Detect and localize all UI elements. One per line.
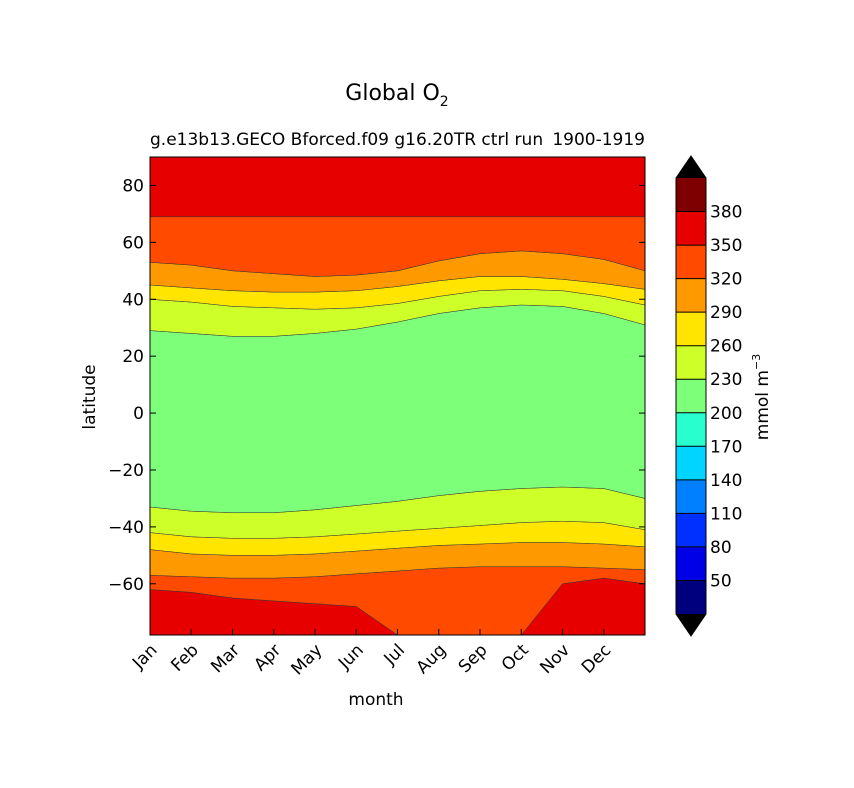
y-tick-label: 40 <box>122 290 144 310</box>
colorbar-segment <box>676 412 706 447</box>
colorbar-segment <box>676 513 706 547</box>
colorbar-segment <box>676 211 706 246</box>
x-tick-label: Jan <box>128 640 161 673</box>
x-tick-label: Apr <box>250 640 285 675</box>
x-tick-label: Dec <box>578 640 615 677</box>
y-tick-label: 80 <box>122 176 144 196</box>
x-axis: Jan Feb Mar Apr May Jun Jul Aug Sep Oct Nov Dec <box>128 629 615 679</box>
x-tick-label: Jul <box>380 640 409 669</box>
colorbar-tick-label: 350 <box>710 236 742 256</box>
y-axis-label: latitude <box>80 364 100 429</box>
x-tick-label: Oct <box>498 640 533 675</box>
colorbar-extend-low <box>676 614 706 636</box>
y-tick-label: 0 <box>133 404 144 424</box>
colorbar-tick-label: 290 <box>710 303 742 323</box>
colorbar-tick-label: 230 <box>710 370 742 390</box>
x-tick-label: Sep <box>455 640 492 677</box>
y-tick-label: −40 <box>108 518 144 538</box>
colorbar-segment <box>676 278 706 313</box>
colorbar-tick-label: 200 <box>710 404 742 424</box>
x-axis-label: month <box>348 690 403 710</box>
colorbar-segment <box>676 580 706 614</box>
y-tick-label: 20 <box>122 347 144 367</box>
y-axis: 80 60 40 20 0 −20 −40 −60 <box>108 176 645 595</box>
colorbar-segment <box>676 546 706 581</box>
colorbar-segment <box>676 379 706 413</box>
x-tick-label: Aug <box>413 640 451 678</box>
contour-band-5 <box>149 304 646 513</box>
colorbar-tick-label: 320 <box>710 270 742 290</box>
colorbar-tick-label: 50 <box>710 571 732 591</box>
colorbar-tick-label: 260 <box>710 337 742 357</box>
colorbar-tick-label: 110 <box>710 504 742 524</box>
contour-band-10 <box>149 156 646 218</box>
chart-title: Global O2 <box>345 81 448 110</box>
colorbar-tick-label: 140 <box>710 471 742 491</box>
y-tick-label: −20 <box>108 461 144 481</box>
colorbar-segment <box>676 479 706 514</box>
colorbar-segment <box>676 446 706 480</box>
x-tick-label: Feb <box>167 640 202 675</box>
colorbar-segment <box>676 345 706 380</box>
colorbar-segment <box>676 312 706 346</box>
x-tick-label: May <box>288 640 327 679</box>
y-tick-label: 60 <box>122 233 144 253</box>
x-tick-label: Nov <box>536 640 574 678</box>
colorbar-extend-high <box>676 156 706 178</box>
colorbar-segment <box>676 245 706 279</box>
colorbar-tick-label: 380 <box>710 203 742 223</box>
colorbar: 50 80 110 140 170 200 230 260 290 320 350 380 <box>675 155 742 637</box>
x-tick-label: Jun <box>334 640 368 674</box>
colorbar-label: mmol m−3 <box>750 354 773 440</box>
colorbar-segment <box>676 178 706 212</box>
colorbar-tick-label: 170 <box>710 437 742 457</box>
contour-plot <box>149 156 646 636</box>
chart-subtitle-right: 1900-1919 <box>552 130 645 150</box>
colorbar-frame <box>675 155 707 637</box>
x-tick-label: Mar <box>207 640 244 677</box>
y-tick-label: −60 <box>108 575 144 595</box>
chart-subtitle-left: g.e13b13.GECO Bforced.f09 g16.20TR ctrl … <box>150 130 543 150</box>
colorbar-tick-label: 80 <box>710 538 732 558</box>
